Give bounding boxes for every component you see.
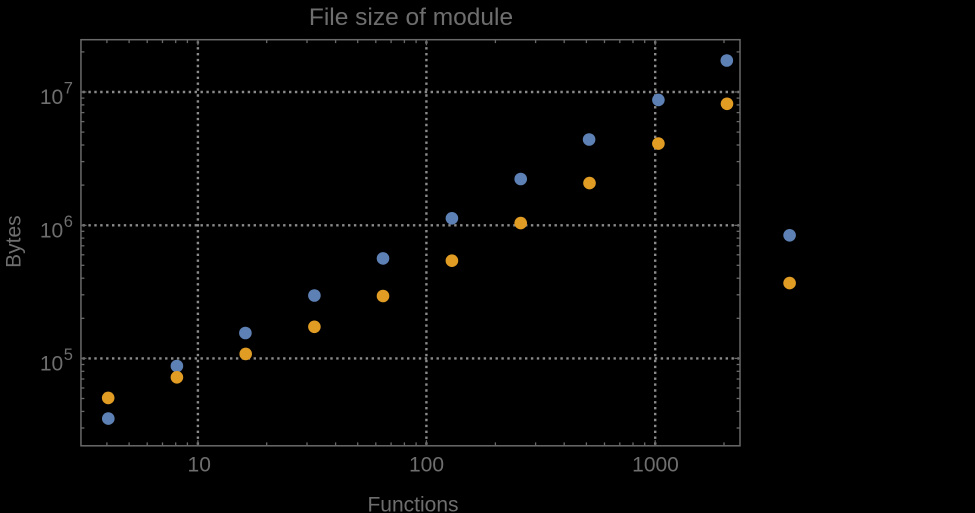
svg-text:1000: 1000 (632, 454, 679, 477)
svg-text:10: 10 (40, 219, 63, 242)
svg-text:5: 5 (64, 346, 73, 364)
svg-text:File size of module: File size of module (309, 4, 513, 31)
svg-text:10: 10 (40, 352, 63, 375)
svg-text:7: 7 (64, 80, 73, 98)
svg-text:10: 10 (188, 454, 211, 477)
svg-text:100: 100 (409, 454, 444, 477)
svg-text:Bytes: Bytes (3, 215, 26, 268)
svg-text:6: 6 (64, 213, 73, 231)
svg-text:Functions: Functions (367, 493, 458, 513)
svg-text:10: 10 (40, 86, 63, 109)
